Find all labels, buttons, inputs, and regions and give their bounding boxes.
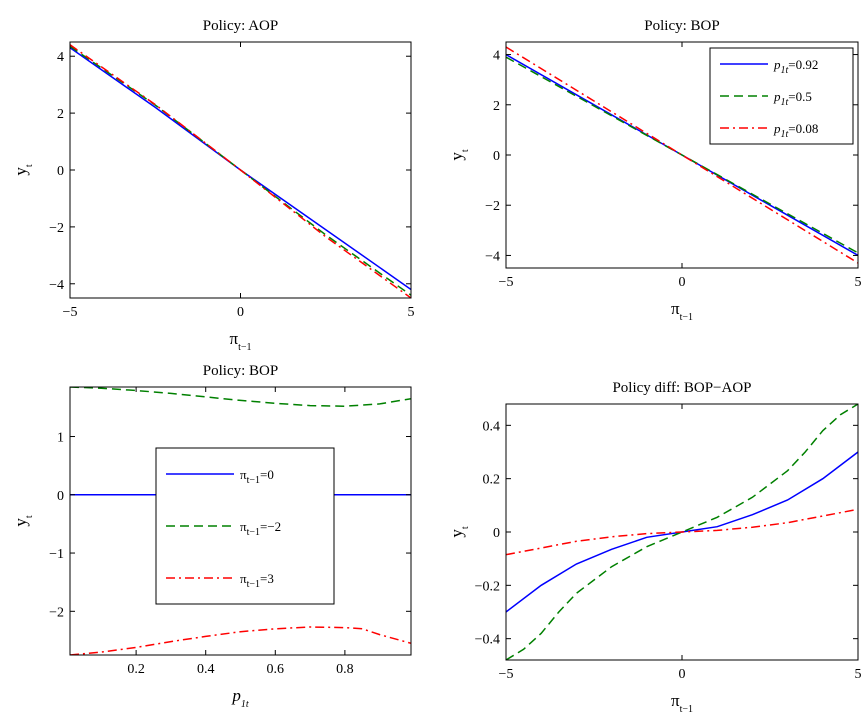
- x-axis-label: πt−1: [671, 299, 693, 323]
- series-line-2: [506, 56, 858, 254]
- subplot-4: −5 0 5 −0.4 −0.2 0 0.2 0.4 Policy diff: BOP−AOP π…: [447, 380, 862, 715]
- x-tick-label: −5: [499, 667, 514, 682]
- y-tick-label: −2: [49, 221, 64, 236]
- chart-title: Policy: AOP: [203, 18, 278, 34]
- legend-label-1: p1t=0.92: [773, 57, 818, 76]
- y-tick-label: −2: [485, 199, 500, 214]
- y-tick-label: 0: [493, 526, 500, 541]
- series-line-3: [70, 626, 411, 655]
- x-tick-label: −5: [63, 305, 78, 320]
- y-axis-label: yt: [447, 526, 471, 538]
- y-tick-label: 1: [57, 431, 64, 446]
- legend-label-3: p1t=0.08: [773, 121, 818, 140]
- y-tick-label: −4: [485, 249, 500, 264]
- x-tick-label: 0: [679, 275, 686, 290]
- legend: p1t=0.92 p1t=0.5 p1t=0.08: [709, 47, 854, 145]
- y-tick-label: −0.2: [475, 579, 500, 594]
- legend: πt−1=0 πt−1=−2 πt−1=3: [155, 447, 335, 605]
- y-tick-label: 0: [57, 164, 64, 179]
- x-tick-label: 0: [237, 305, 244, 320]
- legend-label-2: p1t=0.5: [773, 89, 812, 108]
- y-tick-label: −0.4: [475, 633, 500, 648]
- x-tick-label: 0.2: [127, 662, 145, 677]
- chart-title: Policy: BOP: [203, 363, 278, 379]
- series-line-3: [506, 46, 858, 264]
- y-tick-label: 2: [57, 107, 64, 122]
- legend-label-3: πt−1=3: [240, 571, 274, 590]
- legend-label-2: πt−1=−2: [240, 519, 281, 538]
- series-line-2: [70, 387, 411, 407]
- subplot-1: −5 0 5 −4 −2 0 2 4 Policy: AOP πt−1 yt: [11, 18, 415, 353]
- series-line-1: [70, 47, 411, 291]
- y-tick-label: 0: [57, 489, 64, 504]
- series-line-3: [70, 44, 411, 298]
- y-tick-label: −4: [49, 278, 64, 293]
- x-tick-label: 5: [408, 305, 415, 320]
- x-tick-label: 0.8: [336, 662, 354, 677]
- y-axis-label: yt: [11, 164, 35, 176]
- y-tick-label: 4: [493, 49, 500, 64]
- y-tick-label: 2: [493, 99, 500, 114]
- x-axis-label: πt−1: [671, 691, 693, 715]
- x-tick-label: −5: [499, 275, 514, 290]
- y-axis-label: yt: [11, 515, 35, 527]
- y-tick-label: 0: [493, 149, 500, 164]
- chart-title: Policy diff: BOP−AOP: [612, 380, 751, 396]
- x-axis-label: πt−1: [229, 329, 251, 353]
- axes-frame: [69, 386, 412, 656]
- x-tick-label: 0.4: [197, 662, 215, 677]
- series-line-3: [506, 508, 858, 556]
- x-tick-label: 0: [679, 667, 686, 682]
- x-tick-label: 5: [855, 667, 862, 682]
- y-tick-label: 0.4: [483, 419, 501, 434]
- y-tick-label: −1: [49, 547, 64, 562]
- y-tick-label: 0.2: [483, 473, 501, 488]
- y-tick-label: −2: [49, 605, 64, 620]
- y-tick-label: 4: [57, 50, 64, 65]
- x-axis-label: p1t: [231, 686, 249, 710]
- legend-label-1: πt−1=0: [240, 467, 274, 486]
- y-axis-label: yt: [447, 149, 471, 161]
- x-tick-label: 0.6: [267, 662, 285, 677]
- chart-title: Policy: BOP: [644, 18, 719, 34]
- x-tick-label: 5: [855, 275, 862, 290]
- subplot-3: 0.2 0.4 0.6 0.8 −2 −1 0 1 Policy: BOP p1t yt πt−1=0…: [11, 363, 412, 710]
